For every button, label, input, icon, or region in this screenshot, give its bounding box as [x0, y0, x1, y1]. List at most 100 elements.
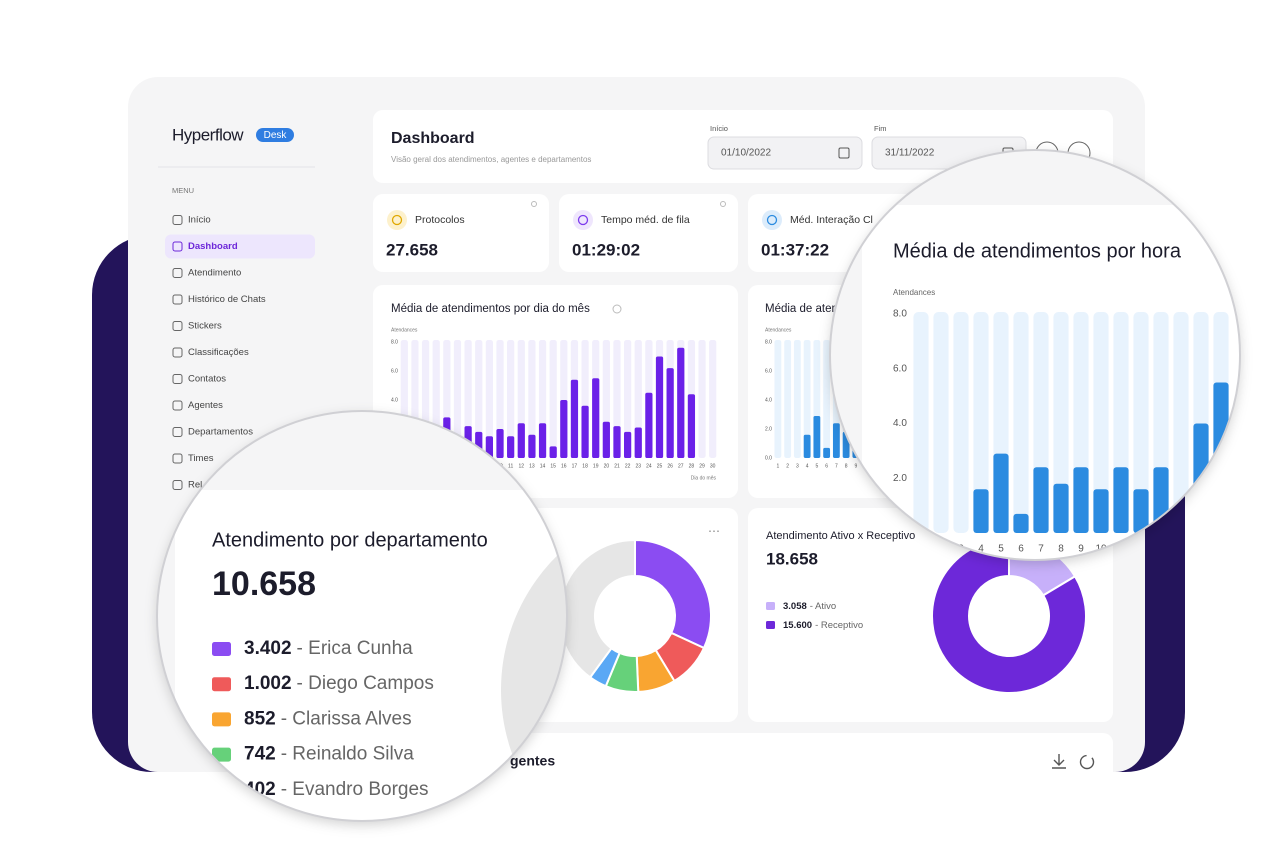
card-title: Atendimento por departamento	[212, 529, 488, 551]
y-tick-label: 2.0	[893, 473, 907, 484]
bar	[581, 405, 589, 458]
bar	[507, 436, 515, 458]
bar-track	[1013, 312, 1029, 533]
y-tick-label: 0.0	[765, 455, 772, 461]
x-tick-label: 20	[604, 463, 610, 469]
menu-item[interactable]: Times	[188, 453, 214, 464]
kpi-icon-bg	[573, 210, 593, 230]
bar-track	[793, 340, 801, 458]
legend-entry: 852- Clarissa Alves	[244, 708, 412, 729]
menu-icon	[172, 294, 183, 305]
calendar-icon	[838, 147, 850, 159]
date-label: Início	[710, 124, 728, 133]
card-title: gentes	[510, 753, 555, 769]
bar	[677, 347, 685, 458]
menu-item[interactable]: Classificações	[188, 347, 249, 358]
x-tick-label: 16	[1215, 544, 1227, 555]
bar-track	[1193, 312, 1209, 533]
x-tick-label: 7	[1038, 544, 1044, 555]
x-tick-label: 13	[529, 463, 535, 469]
bar	[538, 423, 547, 458]
menu-icon	[172, 215, 183, 225]
y-tick-label: 8.0	[893, 309, 907, 320]
y-axis-label: Atendances	[893, 288, 935, 297]
bar	[592, 378, 600, 458]
date-value: 31/11/2022	[885, 148, 935, 159]
card-total: 10.658	[212, 565, 316, 603]
menu-icon	[172, 427, 183, 437]
bar-track	[774, 340, 782, 458]
bar-track	[453, 340, 462, 458]
legend-value: 15.600	[783, 620, 812, 631]
y-tick-label: 8.0	[765, 339, 772, 345]
date-label: Fim	[874, 124, 887, 133]
x-tick-label: 22	[625, 463, 631, 469]
kpi-card	[373, 194, 549, 272]
donut-segment	[578, 767, 654, 850]
legend-value: 3.058	[783, 601, 807, 612]
donut-segment	[617, 778, 698, 850]
x-tick-label: 23	[635, 463, 641, 469]
bar	[973, 489, 989, 533]
donut-segment	[634, 538, 712, 650]
menu-item[interactable]: Stickers	[188, 321, 222, 332]
bar-track	[913, 312, 929, 533]
zoom-border	[829, 149, 1241, 561]
menu-item[interactable]: Histórico de Chats	[188, 294, 266, 305]
bar	[1213, 382, 1229, 533]
x-tick-label: 11	[508, 463, 513, 469]
menu-active	[165, 234, 315, 259]
menu-item[interactable]: Contatos	[188, 374, 226, 385]
bar	[1093, 489, 1109, 533]
menu-item[interactable]: Agentes	[188, 400, 223, 411]
legend-name: - Clarissa Alves	[281, 708, 412, 729]
page-subtitle: Visão geral dos atendimentos, agentes e …	[391, 155, 591, 164]
bar	[993, 453, 1009, 533]
menu-icon	[172, 453, 183, 464]
legend-entry: 3.058- Ativo	[783, 601, 836, 612]
x-tick-label: 16	[561, 463, 567, 469]
bar	[549, 446, 557, 458]
kpi-icon	[766, 214, 778, 226]
menu-item[interactable]: Rel	[188, 480, 202, 491]
legend-swatch	[766, 621, 775, 629]
bar-track	[475, 340, 483, 458]
menu-icon	[172, 347, 183, 358]
bar	[560, 400, 568, 458]
legend-value: 742	[244, 744, 276, 765]
bar	[1113, 467, 1129, 533]
bar	[823, 447, 831, 458]
bar	[832, 423, 840, 458]
menu-label: MENU	[172, 186, 194, 195]
bar	[602, 421, 610, 458]
bar-track	[1093, 312, 1109, 533]
menu-item[interactable]: Dashboard	[188, 241, 238, 252]
bar	[624, 431, 632, 458]
x-axis-label: Dia do mês	[691, 475, 717, 481]
legend-name: - Erica Cunha	[297, 638, 414, 659]
menu-item[interactable]: Departamentos	[188, 427, 253, 438]
legend-entry: 1.002- Diego Campos	[244, 673, 434, 694]
x-tick-label: 28	[689, 463, 695, 469]
bar	[687, 394, 696, 458]
menu-item[interactable]: Atendimento	[188, 268, 241, 279]
legend-name: - Diego Campos	[297, 673, 434, 694]
y-tick-label: 6.0	[391, 368, 398, 374]
x-tick-label: 5	[815, 463, 818, 469]
refresh-icon[interactable]	[1079, 754, 1095, 770]
kpi-icon-bg	[762, 210, 782, 230]
more-icon: ⋯	[708, 524, 720, 538]
kpi-label: Méd. Interação Cl	[790, 214, 873, 226]
kpi-value: 01:29:02	[572, 240, 640, 259]
download-icon[interactable]	[1052, 754, 1066, 769]
date-input[interactable]	[707, 136, 863, 170]
bar	[1193, 423, 1209, 533]
legend-name: - Evandro Borges	[281, 779, 429, 800]
kpi-label: Tempo méd. de fila	[601, 214, 690, 226]
x-tick-label: 6	[825, 463, 828, 469]
kpi-info	[720, 201, 726, 207]
kpi-label: Protocolos	[415, 214, 465, 226]
menu-icon	[172, 374, 183, 384]
menu-item[interactable]: Início	[188, 215, 211, 226]
